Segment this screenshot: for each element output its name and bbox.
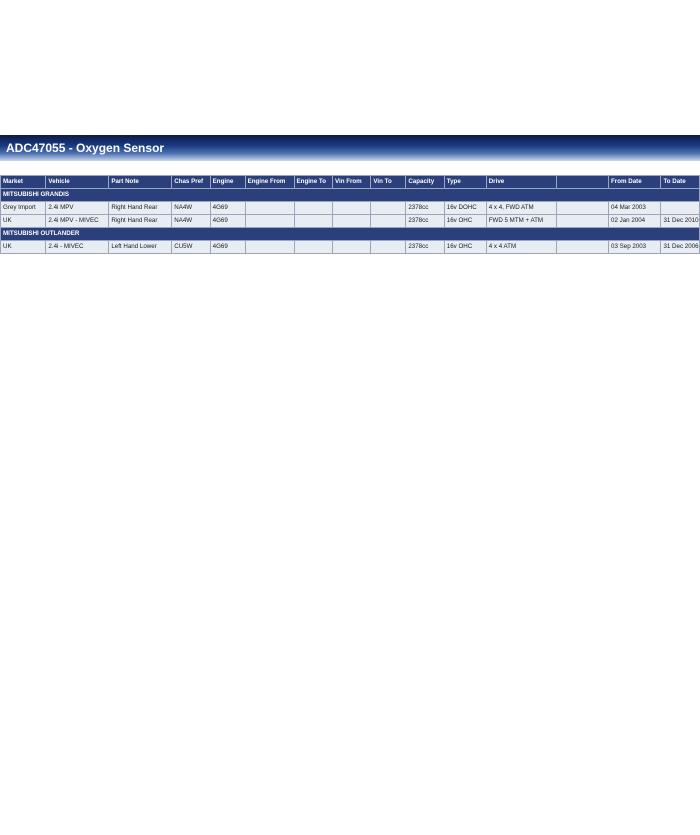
table-cell bbox=[294, 202, 332, 215]
table-cell: 4 x 4 ATM bbox=[486, 241, 556, 254]
table-cell bbox=[245, 241, 294, 254]
column-header: Market bbox=[1, 176, 46, 189]
table-cell bbox=[371, 241, 406, 254]
table-row: Grey Import2.4i MPVRight Hand RearNA4W4G… bbox=[1, 202, 700, 215]
table-cell: UK bbox=[1, 215, 46, 228]
table-header-row: MarketVehiclePart NoteChas PrefEngineEng… bbox=[1, 176, 700, 189]
column-header: Engine To bbox=[294, 176, 332, 189]
spacer bbox=[0, 161, 700, 175]
table-cell: UK bbox=[1, 241, 46, 254]
table-cell: 2378cc bbox=[406, 202, 444, 215]
section-label: MITSUBISHI OUTLANDER bbox=[1, 228, 700, 241]
table-cell: 2.4i MPV - MIVEC bbox=[46, 215, 109, 228]
column-header: Chas Pref bbox=[172, 176, 210, 189]
column-header: Type bbox=[444, 176, 486, 189]
table-cell: 4G69 bbox=[210, 202, 245, 215]
table-cell: 2378cc bbox=[406, 215, 444, 228]
column-header: Vin To bbox=[371, 176, 406, 189]
column-header: Engine bbox=[210, 176, 245, 189]
table-cell bbox=[332, 241, 370, 254]
table-cell: 02 Jan 2004 bbox=[609, 215, 661, 228]
column-header: To Date bbox=[661, 176, 700, 189]
table-cell bbox=[332, 202, 370, 215]
table-cell: 4 x 4, FWD ATM bbox=[486, 202, 556, 215]
column-header: Capacity bbox=[406, 176, 444, 189]
table-cell: FWD 5 MTM + ATM bbox=[486, 215, 556, 228]
table-cell: 16v OHC bbox=[444, 241, 486, 254]
table-row: UK2.4i - MIVECLeft Hand LowerCU5W4G69 237… bbox=[1, 241, 700, 254]
table-cell bbox=[556, 202, 608, 215]
table-cell: 04 Mar 2003 bbox=[609, 202, 661, 215]
column-header: Vin From bbox=[332, 176, 370, 189]
table-cell: 03 Sep 2003 bbox=[609, 241, 661, 254]
table-cell bbox=[556, 241, 608, 254]
table-cell: Left Hand Lower bbox=[109, 241, 172, 254]
table-cell: 16v DOHC bbox=[444, 202, 486, 215]
column-header: From Date bbox=[609, 176, 661, 189]
table-cell: Grey Import bbox=[1, 202, 46, 215]
page-title: ADC47055 - Oxygen Sensor bbox=[6, 141, 164, 155]
table-cell bbox=[556, 215, 608, 228]
table-cell: NA4W bbox=[172, 215, 210, 228]
section-row: MITSUBISHI OUTLANDER bbox=[1, 228, 700, 241]
table-cell bbox=[294, 241, 332, 254]
table-cell bbox=[371, 215, 406, 228]
table-cell: CU5W bbox=[172, 241, 210, 254]
column-header: Part Note bbox=[109, 176, 172, 189]
table-cell bbox=[294, 215, 332, 228]
table-cell: Right Hand Rear bbox=[109, 215, 172, 228]
table-cell: 4G69 bbox=[210, 241, 245, 254]
table-cell: 16v OHC bbox=[444, 215, 486, 228]
table-cell: Right Hand Rear bbox=[109, 202, 172, 215]
table-cell: 4G69 bbox=[210, 215, 245, 228]
page-root: ADC47055 - Oxygen Sensor MarketVehiclePa… bbox=[0, 135, 700, 254]
table-cell: 2.4i - MIVEC bbox=[46, 241, 109, 254]
table-cell: 31 Dec 2010 bbox=[661, 215, 700, 228]
table-cell bbox=[661, 202, 700, 215]
column-header: Vehicle bbox=[46, 176, 109, 189]
table-cell: 2378cc bbox=[406, 241, 444, 254]
applications-table: MarketVehiclePart NoteChas PrefEngineEng… bbox=[0, 175, 700, 254]
table-row: UK2.4i MPV - MIVECRight Hand RearNA4W4G6… bbox=[1, 215, 700, 228]
column-header bbox=[556, 176, 608, 189]
table-cell bbox=[245, 215, 294, 228]
table-cell: 31 Dec 2006 bbox=[661, 241, 700, 254]
column-header: Drive bbox=[486, 176, 556, 189]
title-bar: ADC47055 - Oxygen Sensor bbox=[0, 135, 700, 161]
table-cell bbox=[332, 215, 370, 228]
table-cell bbox=[245, 202, 294, 215]
table-cell bbox=[371, 202, 406, 215]
column-header: Engine From bbox=[245, 176, 294, 189]
section-label: MITSUBISHI GRANDIS bbox=[1, 189, 700, 202]
table-cell: 2.4i MPV bbox=[46, 202, 109, 215]
table-cell: NA4W bbox=[172, 202, 210, 215]
section-row: MITSUBISHI GRANDIS bbox=[1, 189, 700, 202]
